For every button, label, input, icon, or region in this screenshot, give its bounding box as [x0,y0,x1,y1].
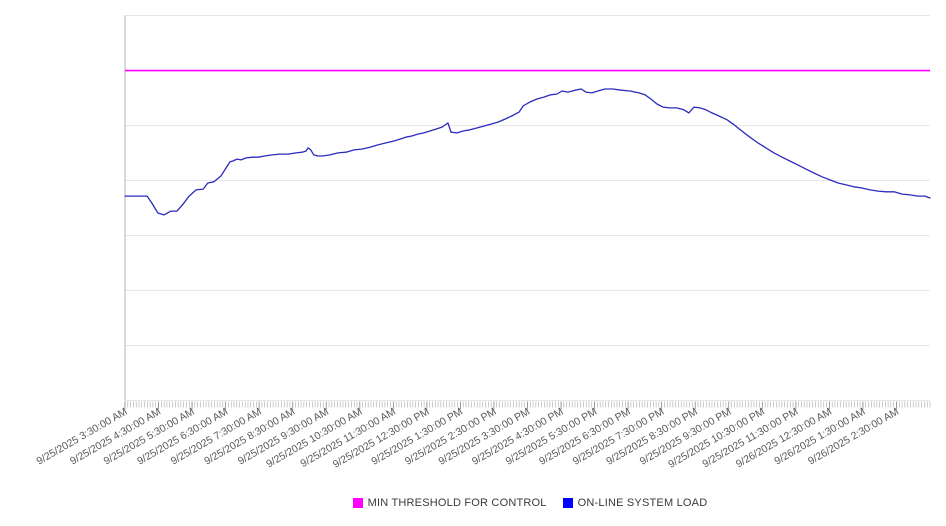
legend-label-online-system-load: ON-LINE SYSTEM LOAD [577,497,708,509]
chart-plot-area: 9/25/2025 3:30:00 AM9/25/2025 4:30:00 AM… [35,15,931,471]
chart-legend: MIN THRESHOLD FOR CONTROL ON-LINE SYSTEM… [130,497,930,509]
legend-item-min-threshold: MIN THRESHOLD FOR CONTROL [352,497,547,509]
online-system-load-line [124,88,931,216]
legend-swatch-online-system-load-icon [562,498,573,508]
legend-item-online-system-load: ON-LINE SYSTEM LOAD [562,497,708,509]
legend-swatch-min-threshold-icon [352,498,363,508]
legend-label-min-threshold: MIN THRESHOLD FOR CONTROL [367,497,547,509]
